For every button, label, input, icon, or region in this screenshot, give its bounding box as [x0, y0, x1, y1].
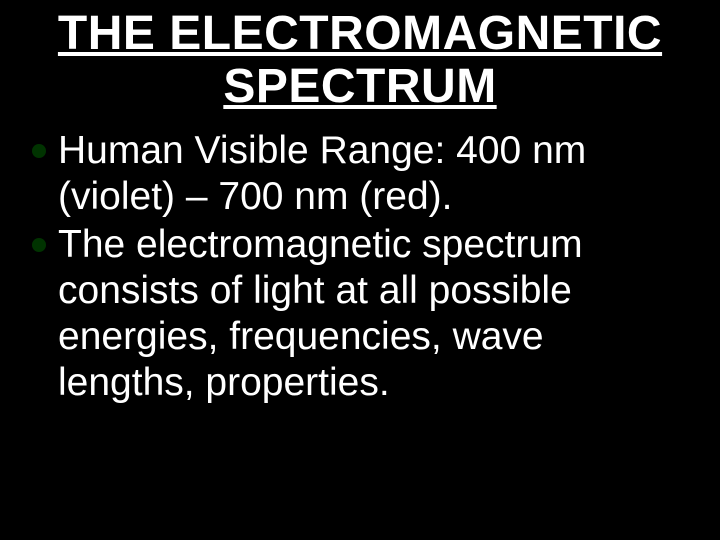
list-item: The electromagnetic spectrum consists of… — [30, 222, 690, 406]
bullet-icon — [32, 238, 46, 252]
list-item: Human Visible Range: 400 nm (violet) – 7… — [30, 128, 690, 220]
bullet-icon — [32, 144, 46, 158]
bullet-list: Human Visible Range: 400 nm (violet) – 7… — [30, 128, 690, 406]
slide-title: THE ELECTROMAGNETIC SPECTRUM — [30, 8, 690, 114]
bullet-text: Human Visible Range: 400 nm (violet) – 7… — [58, 129, 586, 218]
bullet-text: The electromagnetic spectrum consists of… — [58, 223, 583, 404]
